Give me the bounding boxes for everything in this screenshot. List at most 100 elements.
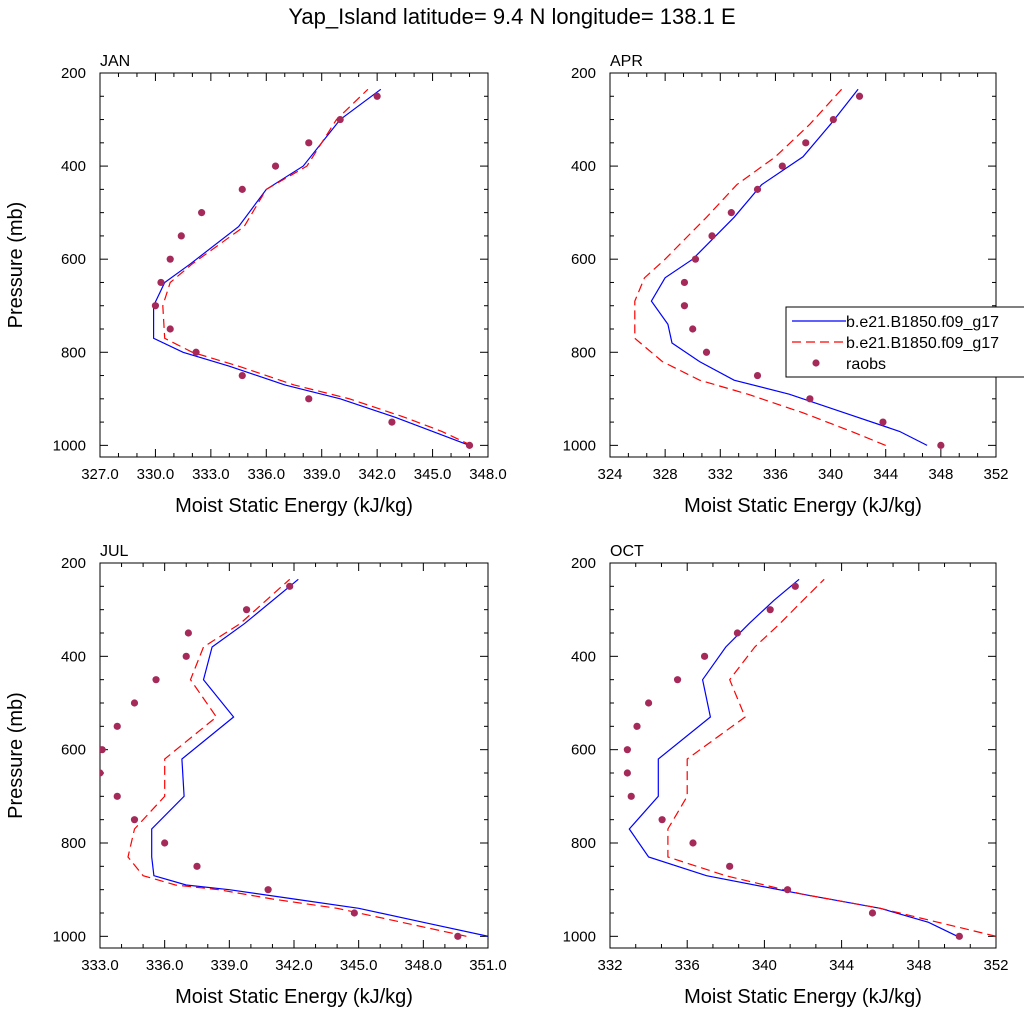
panel-title: APR xyxy=(610,53,643,70)
raobs-point xyxy=(184,629,192,637)
raobs-point xyxy=(350,909,358,917)
raobs-point xyxy=(702,348,711,356)
raobs-point xyxy=(868,909,877,917)
x-tick-label: 336 xyxy=(675,957,700,974)
raobs-point xyxy=(264,886,272,894)
raobs-point xyxy=(100,746,106,754)
series-line-dashed xyxy=(127,578,467,937)
raobs-point xyxy=(658,816,666,824)
raobs-point xyxy=(242,606,251,614)
raobs-point xyxy=(177,232,185,240)
raobs-point xyxy=(161,839,169,847)
raobs-point xyxy=(130,816,139,824)
y-tick-label: 200 xyxy=(61,65,86,82)
x-tick-label: 339.0 xyxy=(211,957,249,974)
raobs-point xyxy=(465,441,474,449)
raobs-point xyxy=(373,92,381,100)
legend-label: raobs xyxy=(846,356,886,373)
x-tick-label: 344 xyxy=(873,466,898,483)
raobs-point xyxy=(691,255,700,263)
x-tick-label: 344 xyxy=(829,957,854,974)
plot-area xyxy=(634,88,945,449)
raobs-point xyxy=(113,722,121,730)
x-tick-label: 336.0 xyxy=(146,957,184,974)
raobs-point xyxy=(633,722,641,730)
raobs-point xyxy=(100,769,104,777)
x-tick-label: 333.0 xyxy=(192,466,230,483)
raobs-point xyxy=(700,652,709,660)
x-tick-label: 332 xyxy=(708,466,733,483)
y-tick-label: 1000 xyxy=(53,437,86,454)
raobs-point xyxy=(937,441,945,449)
y-axis-title: Pressure (mb) xyxy=(5,202,27,329)
raobs-point xyxy=(305,395,313,403)
x-tick-label: 345.0 xyxy=(414,466,452,483)
y-tick-label: 600 xyxy=(61,251,86,268)
raobs-point xyxy=(623,769,631,777)
x-axis-title: Moist Static Energy (kJ/kg) xyxy=(684,986,922,1008)
y-tick-label: 1000 xyxy=(53,928,86,945)
y-tick-label: 800 xyxy=(571,835,596,852)
raobs-point xyxy=(627,792,635,800)
y-tick-label: 200 xyxy=(571,65,596,82)
raobs-point xyxy=(708,232,716,240)
raobs-point xyxy=(166,325,174,333)
plot-frame xyxy=(609,562,997,949)
raobs-point xyxy=(645,699,653,707)
y-tick-label: 600 xyxy=(571,251,596,268)
x-tick-label: 352 xyxy=(983,957,1008,974)
x-tick-label: 333.0 xyxy=(81,957,119,974)
y-tick-label: 800 xyxy=(61,344,86,361)
raobs-point xyxy=(778,162,786,170)
raobs-point xyxy=(198,209,206,217)
plot-area xyxy=(623,578,996,940)
panels-group: JAN 200 400 600 800 1000 327.0 330.0 333.0 336.0 3… xyxy=(5,53,1009,1008)
y-tick-label: 800 xyxy=(61,835,86,852)
plot-frame xyxy=(609,72,997,458)
plot-frame xyxy=(99,72,489,458)
series-line-dashed xyxy=(634,88,886,446)
series-line-dashed xyxy=(667,578,996,937)
panel-jan: JAN 200 400 600 800 1000 327.0 330.0 333.0 336.0 3… xyxy=(5,53,507,517)
raobs-point xyxy=(955,932,963,940)
raobs-point xyxy=(726,862,734,870)
raobs-point xyxy=(192,348,200,356)
raobs-point xyxy=(182,652,190,660)
raobs-point xyxy=(193,862,201,870)
raobs-point xyxy=(829,115,837,124)
raobs-point xyxy=(680,302,689,310)
raobs-point xyxy=(454,932,462,940)
legend: b.e21.B1850.f09_g17 b.e21.B1850.f09_g17ra… xyxy=(785,306,1024,378)
series-line-solid xyxy=(650,88,928,446)
series-line-dashed xyxy=(162,88,472,446)
raobs-point xyxy=(673,676,682,684)
x-tick-label: 336.0 xyxy=(248,466,286,483)
series-line-solid xyxy=(628,578,958,937)
plot-frame xyxy=(99,562,489,949)
x-tick-label: 339.0 xyxy=(303,466,341,483)
y-tick-label: 200 xyxy=(571,555,596,572)
legend-marker xyxy=(812,359,820,367)
raobs-point xyxy=(689,839,697,847)
x-tick-label: 351.0 xyxy=(469,957,507,974)
x-tick-label: 340 xyxy=(752,957,777,974)
plot-area xyxy=(151,88,474,449)
panel-jul: JUL 200 400 600 800 1000 333.0 336.0 339.0 342.0 3… xyxy=(5,543,507,1008)
raobs-point xyxy=(166,255,174,263)
raobs-point xyxy=(152,676,160,684)
raobs-point xyxy=(791,582,799,590)
raobs-point xyxy=(388,418,396,426)
x-tick-label: 342.0 xyxy=(358,466,396,483)
raobs-point xyxy=(689,325,697,333)
y-tick-label: 400 xyxy=(61,648,86,665)
series-line-solid xyxy=(151,578,488,937)
chart-main-title: Yap_Island latitude= 9.4 N longitude= 13… xyxy=(288,4,736,29)
raobs-point xyxy=(113,792,121,800)
x-tick-label: 324 xyxy=(597,466,622,483)
x-tick-label: 336 xyxy=(763,466,788,483)
x-tick-label: 332 xyxy=(597,957,622,974)
raobs-point xyxy=(305,139,313,147)
